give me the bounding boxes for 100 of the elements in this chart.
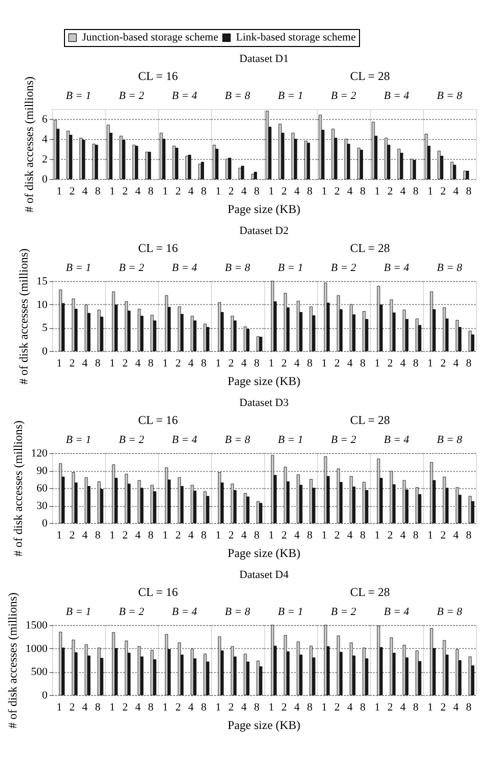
bar (175, 148, 178, 180)
y-tick-label: 90 (36, 465, 48, 477)
bar (122, 140, 126, 180)
bar (284, 635, 287, 696)
y-tick-label: 2 (42, 154, 48, 166)
x-tick-label: 2 (387, 530, 393, 542)
x-tick-label: 1 (374, 358, 380, 370)
bar (296, 642, 300, 696)
x-tick-label: 4 (82, 186, 88, 198)
x-tick-label: 8 (148, 702, 154, 714)
bar (178, 477, 181, 524)
y-tick-label: 4 (42, 134, 48, 146)
bar (72, 298, 75, 352)
bar (336, 468, 340, 524)
x-tick-label: 1 (56, 702, 62, 714)
x-tick-label: 1 (427, 358, 433, 370)
y-tick-label: 6 (42, 114, 48, 126)
text: B = 8 (436, 262, 463, 274)
bar (259, 502, 262, 524)
x-tick-label: 8 (148, 186, 154, 198)
x-tick-label: 2 (122, 186, 128, 198)
x-tick-label: 2 (69, 186, 75, 198)
x-axis-title: Page size (KB) (228, 202, 300, 216)
y-tick-label: 0 (42, 174, 48, 186)
x-tick-label: 4 (347, 702, 354, 714)
bar (296, 474, 300, 524)
x-tick-label: 4 (241, 530, 248, 542)
bar (148, 152, 151, 180)
x-tick-label: 1 (321, 702, 327, 714)
bar (468, 330, 472, 352)
x-tick-label: 2 (228, 186, 234, 198)
bar (410, 158, 414, 180)
x-tick-label: 2 (122, 358, 128, 370)
x-tick-label: 2 (440, 186, 446, 198)
x-tick-label: 8 (201, 702, 208, 714)
y-tick-label: 1000 (26, 642, 48, 655)
text: B = 8 (436, 606, 463, 618)
y-tick-label: 10 (36, 298, 48, 311)
text: CL = 16 (138, 241, 178, 255)
bar (230, 646, 234, 696)
bar (124, 640, 128, 696)
x-tick-label: 2 (69, 530, 75, 542)
x-tick-label: 8 (307, 186, 314, 198)
bar (251, 174, 254, 180)
bar (84, 644, 88, 696)
bar (463, 170, 466, 180)
y-axis-title: # of disk accesses (millions) (11, 420, 25, 556)
x-tick-label: 8 (307, 702, 314, 714)
bar (453, 164, 456, 180)
y-axis-title: # of disk accesses (millions) (6, 592, 20, 728)
bar (424, 134, 428, 180)
bar (456, 649, 459, 696)
chart-title: Dataset D1 (239, 53, 289, 65)
x-tick-label: 1 (427, 530, 433, 542)
x-tick-label: 8 (413, 358, 420, 370)
x-tick-label: 2 (440, 530, 446, 542)
bar (360, 150, 363, 180)
x-tick-label: 4 (135, 702, 142, 714)
x-tick-label: 4 (294, 530, 300, 542)
bar (284, 466, 287, 524)
bar (124, 474, 128, 524)
bar (145, 152, 148, 180)
text: CL = 16 (138, 585, 178, 599)
text: CL = 16 (138, 69, 178, 83)
x-tick-label: 1 (268, 702, 274, 714)
x-tick-label: 2 (228, 358, 234, 370)
x-tick-label: 1 (427, 186, 433, 198)
bar (82, 140, 86, 180)
x-tick-label: 4 (135, 186, 142, 198)
x-tick-label: 1 (268, 186, 274, 198)
bar (254, 172, 257, 180)
x-tick-label: 4 (400, 702, 406, 714)
x-tick-label: 4 (294, 186, 300, 198)
x-tick-label: 2 (281, 702, 287, 714)
x-tick-label: 8 (466, 358, 472, 370)
y-tick-label: 60 (36, 482, 48, 494)
x-tick-label: 4 (188, 186, 194, 198)
text: B = 8 (224, 606, 251, 618)
x-tick-label: 4 (347, 186, 354, 198)
x-tick-label: 8 (360, 186, 366, 198)
x-tick-label: 1 (162, 530, 168, 542)
x-tick-label: 8 (413, 530, 420, 542)
legend-label: Link-based storage scheme (236, 32, 356, 44)
text: B = 2 (118, 434, 145, 446)
x-tick-label: 1 (162, 702, 168, 714)
x-tick-label: 1 (56, 186, 62, 198)
bar (241, 166, 244, 180)
x-tick-label: 8 (360, 358, 366, 370)
y-tick-label: 1500 (26, 620, 48, 632)
bar (230, 316, 234, 352)
bar (246, 496, 250, 524)
bar (350, 304, 353, 352)
x-tick-label: 1 (56, 358, 62, 370)
x-tick-label: 2 (440, 702, 446, 714)
text: B = 2 (118, 262, 145, 274)
bar (336, 295, 340, 352)
legend-label: Junction-based storage scheme (82, 32, 218, 44)
bar (442, 307, 446, 352)
bar (402, 644, 406, 696)
x-tick-label: 4 (188, 702, 194, 714)
